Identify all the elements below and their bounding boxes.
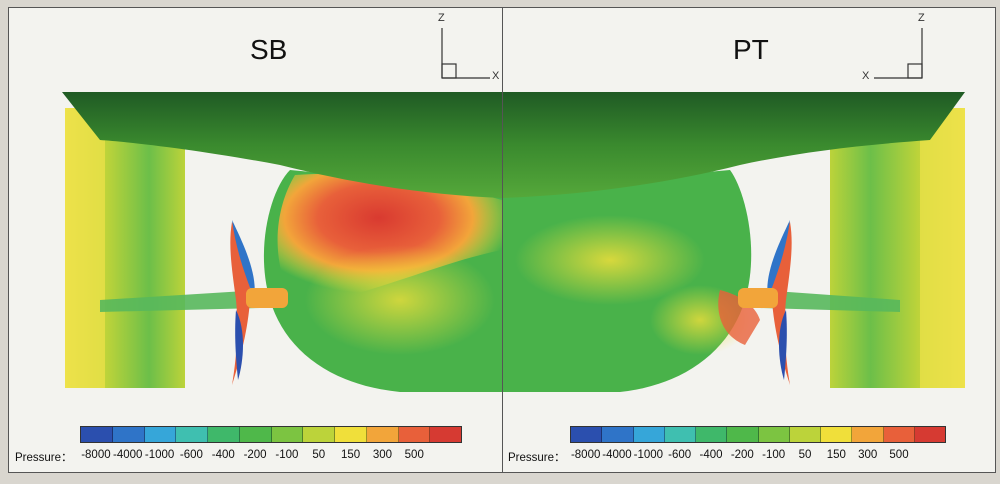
colorbar-tick-right: -8000 [570,449,601,461]
colorbar-tick-left: -8000 [81,449,111,461]
colorbar-tick-left: 150 [340,449,361,461]
colorbar-segment [81,427,113,442]
colorbar-segment [821,427,853,442]
colorbar-segment [335,427,367,442]
axis-label-x-right: X [862,70,870,82]
colorbar-tick-right: -200 [730,449,754,461]
colorbar-tick-right: 500 [889,449,909,461]
colorbar-segment [398,427,431,442]
colorbar-tick-right: 50 [798,449,812,461]
legend-label-right: Pressure： [508,452,566,464]
panel-divider [502,7,503,473]
colorbar-left [80,426,462,443]
colorbar-tick-left: 500 [404,449,424,461]
colorbar-tick-left: -400 [211,449,235,461]
colorbar-segment [144,427,177,442]
colorbar-tick-left: 300 [372,449,392,461]
colorbar-tick-left: -100 [275,449,299,461]
colorbar-tick-right: -400 [699,449,723,461]
colorbar-segment [664,427,696,442]
colorbar-segment [789,427,821,442]
colorbar-segment [571,427,603,442]
colorbar-segment [633,427,665,442]
colorbar-segment [758,427,790,442]
colorbar-segment [852,427,884,442]
axis-label-z-left: Z [438,12,445,24]
colorbar-segment [303,427,335,442]
colorbar-tick-right: -600 [668,449,692,461]
colorbar-tick-right: 300 [858,449,878,461]
colorbar-segment [239,427,272,442]
colorbar-tick-left: -1000 [144,449,175,461]
colorbar-segment [208,427,240,442]
colorbar-segment [696,427,728,442]
axis-label-x-left: X [492,70,500,82]
colorbar-segment [602,427,634,442]
colorbar-tick-left: -600 [179,449,203,461]
axis-label-z-right: Z [918,12,925,24]
colorbar-segment [112,427,145,442]
colorbar-tick-left: -4000 [113,449,143,461]
colorbar-segment [914,427,945,442]
colorbar-segment [430,427,461,442]
colorbar-tick-left: 50 [312,449,326,461]
colorbar-tick-right: -100 [762,449,786,461]
colorbar-segment [176,427,208,442]
panel-title-sb: SB [250,34,288,65]
colorbar-segment [366,427,399,442]
legend-label-left: Pressure： [15,452,73,464]
colorbar-right [570,426,946,443]
colorbar-tick-right: -1000 [633,449,664,461]
colorbar-tick-left: -200 [243,449,267,461]
colorbar-tick-right: 150 [826,449,846,461]
colorbar-segment [727,427,759,442]
colorbar-tick-right: -4000 [602,449,632,461]
colorbar-segment [883,427,915,442]
panel-title-pt: PT [733,34,769,65]
colorbar-segment [271,427,304,442]
